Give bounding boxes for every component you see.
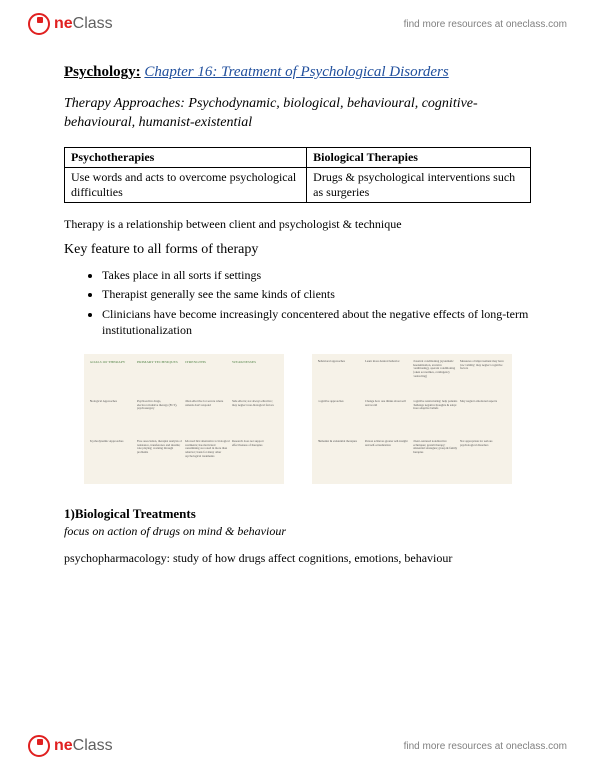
logo-text-class: Class — [73, 15, 113, 33]
list-item: Takes place in all sorts if settings — [102, 268, 531, 284]
key-feature-heading: Key feature to all forms of therapy — [64, 242, 531, 258]
page-title-line: Psychology: Chapter 16: Treatment of Psy… — [64, 64, 531, 81]
approaches-diagram-right: Behavioral approaches Learn more desired… — [312, 354, 512, 484]
footer-resource-link[interactable]: find more resources at oneclass.com — [404, 741, 567, 752]
page-header: ne Class find more resources at oneclass… — [0, 6, 595, 42]
logo-text-class: Class — [73, 737, 113, 755]
brand-logo-footer: ne Class — [28, 735, 113, 757]
page-footer: ne Class find more resources at oneclass… — [0, 728, 595, 764]
table-header-biological: Biological Therapies — [307, 147, 531, 167]
section-biological-heading: 1)Biological Treatments — [64, 506, 531, 522]
list-item: Clinicians have become increasingly conc… — [102, 307, 531, 338]
table-row: Use words and acts to overcome psycholog… — [65, 167, 531, 202]
therapy-comparison-table: Psychotherapies Biological Therapies Use… — [64, 147, 531, 203]
brand-logo: ne Class — [28, 13, 113, 35]
header-resource-link[interactable]: find more resources at oneclass.com — [404, 19, 567, 30]
logo-text-one: ne — [54, 15, 73, 33]
table-cell-biological: Drugs & psychological interventions such… — [307, 167, 531, 202]
table-cell-psychotherapies: Use words and acts to overcome psycholog… — [65, 167, 307, 202]
list-item: Therapist generally see the same kinds o… — [102, 287, 531, 303]
chapter-title: Chapter 16: Treatment of Psychological D… — [144, 64, 448, 80]
logo-icon — [28, 13, 50, 35]
psychopharmacology-text: psychopharmacology: study of how drugs a… — [64, 551, 531, 566]
diagram-row: GOALS OF THERAPY PRIMARY TECHNIQUES STRE… — [64, 354, 531, 484]
relationship-text: Therapy is a relationship between client… — [64, 217, 531, 232]
logo-text-one: ne — [54, 737, 73, 755]
page-content: Psychology: Chapter 16: Treatment of Psy… — [64, 64, 531, 576]
table-header-psychotherapies: Psychotherapies — [65, 147, 307, 167]
therapy-approaches: Therapy Approaches: Psychodynamic, biolo… — [64, 95, 531, 133]
logo-icon — [28, 735, 50, 757]
approaches-diagram-left: GOALS OF THERAPY PRIMARY TECHNIQUES STRE… — [84, 354, 284, 484]
section-biological-sub: focus on action of drugs on mind & behav… — [64, 524, 531, 539]
subject-title: Psychology — [64, 64, 136, 80]
key-feature-bullets: Takes place in all sorts if settings The… — [102, 268, 531, 338]
